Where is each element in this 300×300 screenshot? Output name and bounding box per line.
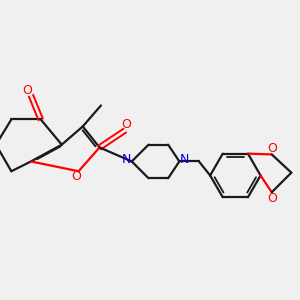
Text: N: N <box>122 153 131 166</box>
Text: O: O <box>22 84 32 97</box>
Text: O: O <box>121 118 131 131</box>
Text: O: O <box>267 192 277 205</box>
Text: N: N <box>180 153 189 166</box>
Text: O: O <box>267 142 277 155</box>
Text: O: O <box>72 170 82 183</box>
